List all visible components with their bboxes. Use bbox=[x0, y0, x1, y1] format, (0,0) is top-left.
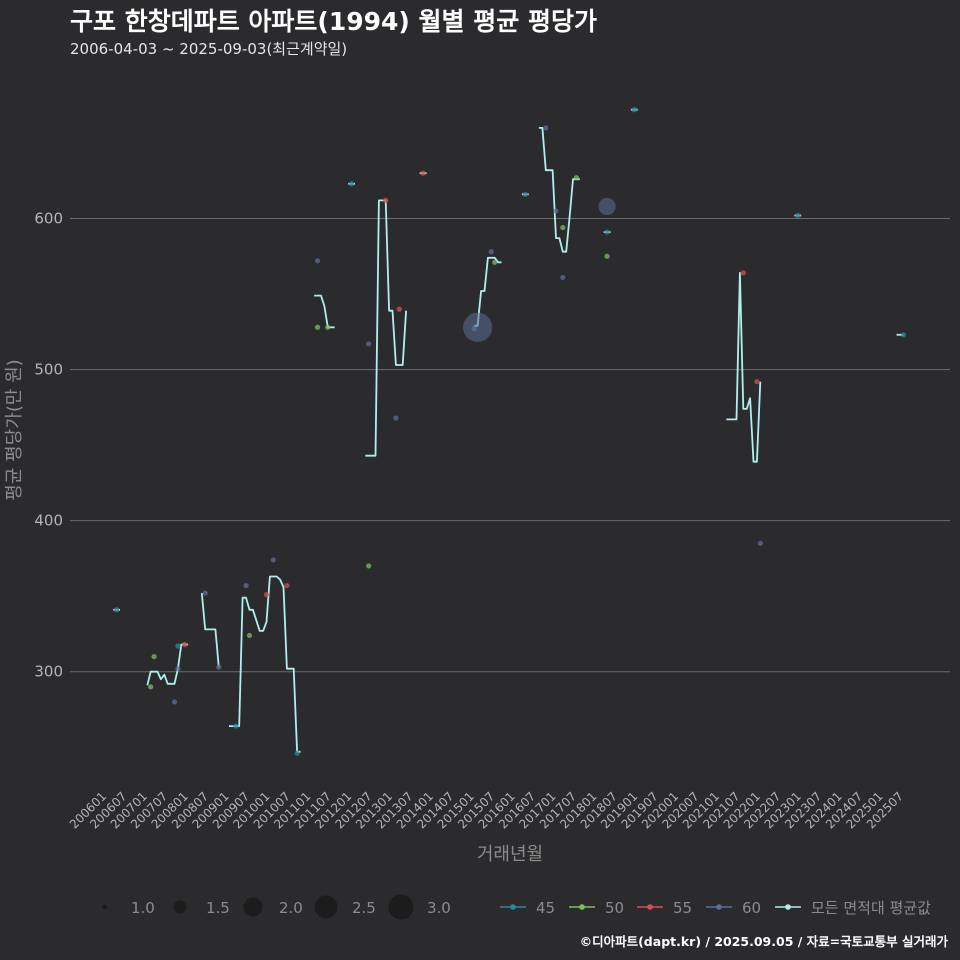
data-point-60 bbox=[757, 540, 763, 546]
data-point-45 bbox=[900, 332, 906, 338]
data-point-55 bbox=[420, 170, 426, 176]
average-line-segment bbox=[200, 593, 220, 668]
data-point-60 bbox=[598, 197, 616, 216]
y-tick-label: 300 bbox=[34, 663, 63, 681]
data-point-55 bbox=[754, 379, 760, 385]
data-point-60 bbox=[366, 341, 372, 347]
data-point-60 bbox=[314, 258, 321, 264]
legend-label: 50 bbox=[605, 899, 624, 917]
average-line-segment bbox=[229, 575, 301, 753]
data-point-55 bbox=[396, 306, 402, 312]
data-point-50 bbox=[604, 253, 610, 259]
data-point-60 bbox=[553, 208, 559, 214]
data-point-55 bbox=[284, 582, 290, 589]
chart-title: 구포 한창데파트 아파트(1994) 월별 평균 평당가 bbox=[70, 7, 597, 36]
legend-key-dot bbox=[579, 904, 585, 910]
legend: 1.0 1.5 2.0 2.5 3.0 모든 면적대 평균값 45 50 55 60 bbox=[102, 894, 931, 920]
data-point-60 bbox=[560, 274, 566, 281]
data-point-50 bbox=[148, 684, 154, 690]
legend-key-dot bbox=[785, 904, 791, 910]
data-point-50 bbox=[366, 563, 372, 569]
size-legend-label: 1.5 bbox=[206, 899, 230, 917]
data-point-60 bbox=[216, 664, 222, 670]
data-point-50 bbox=[314, 324, 321, 330]
legend-key-dot bbox=[716, 904, 722, 910]
y-tick-label: 500 bbox=[34, 361, 63, 379]
data-point-45 bbox=[233, 723, 239, 729]
data-point-55 bbox=[263, 592, 270, 598]
data-point-55 bbox=[740, 270, 746, 276]
data-point-60 bbox=[202, 590, 208, 596]
size-legend-dot bbox=[173, 900, 187, 914]
data-point-50 bbox=[573, 175, 580, 181]
data-point-60 bbox=[270, 557, 276, 563]
source-caption: ©디아파트(dapt.kr) / 2025.09.05 / 자료=국토교통부 실… bbox=[579, 934, 948, 949]
size-legend-dot bbox=[102, 904, 108, 910]
x-axis-title: 거래년월 bbox=[477, 844, 543, 865]
legend-label: 60 bbox=[742, 899, 761, 917]
data-point-45 bbox=[631, 107, 637, 113]
size-legend-label: 2.0 bbox=[279, 899, 303, 917]
data-point-45 bbox=[114, 607, 120, 613]
legend-label: 45 bbox=[536, 899, 555, 917]
average-line-segment bbox=[726, 272, 762, 463]
y-axis-title: 평균 평당가(만 원) bbox=[4, 359, 25, 500]
data-point-45 bbox=[522, 191, 528, 197]
y-axis-ticks: 300 400 500 600 bbox=[34, 210, 63, 681]
data-point-50 bbox=[151, 653, 157, 660]
y-tick-label: 400 bbox=[34, 512, 63, 530]
chart-subtitle: 2006-04-03 ~ 2025-09-03(최근계약일) bbox=[70, 40, 348, 58]
size-legend-label: 2.5 bbox=[352, 899, 376, 917]
legend-key-dot bbox=[647, 904, 653, 910]
data-point-50 bbox=[560, 224, 566, 231]
data-point-60 bbox=[393, 415, 399, 421]
data-point-45 bbox=[294, 750, 300, 756]
data-point-55 bbox=[383, 197, 389, 203]
data-point-60 bbox=[171, 699, 178, 705]
size-legend-dot bbox=[243, 897, 263, 917]
data-point-45 bbox=[795, 212, 801, 219]
size-legend-label: 3.0 bbox=[427, 899, 451, 917]
average-line bbox=[113, 108, 904, 753]
legend-label: 모든 면적대 평균값 bbox=[811, 899, 931, 917]
average-line-segment bbox=[538, 127, 580, 253]
data-point-60 bbox=[543, 125, 549, 131]
size-legend-label: 1.0 bbox=[131, 899, 155, 917]
data-point-45 bbox=[175, 643, 181, 649]
size-legend-dot bbox=[388, 894, 414, 920]
data-point-50 bbox=[246, 632, 253, 639]
average-line-segment bbox=[314, 294, 335, 329]
y-tick-label: 600 bbox=[34, 210, 63, 228]
data-point-45 bbox=[604, 229, 610, 235]
data-point-45 bbox=[349, 181, 355, 187]
data-point-50 bbox=[325, 324, 331, 330]
data-point-60 bbox=[463, 312, 493, 342]
legend-key-dot bbox=[510, 904, 516, 910]
legend-label: 55 bbox=[673, 899, 692, 917]
data-point-60 bbox=[175, 666, 181, 672]
data-point-60 bbox=[243, 582, 249, 589]
scatter-points bbox=[114, 107, 906, 756]
data-point-50 bbox=[492, 259, 498, 265]
data-point-60 bbox=[488, 249, 494, 255]
x-axis-ticks: 2006012006072007012007072008012008072009… bbox=[67, 789, 906, 831]
average-line-segment bbox=[146, 643, 189, 686]
grid-lines bbox=[70, 218, 950, 673]
data-point-55 bbox=[182, 641, 188, 648]
size-legend-dot bbox=[314, 895, 338, 919]
average-line-segment bbox=[365, 199, 407, 457]
